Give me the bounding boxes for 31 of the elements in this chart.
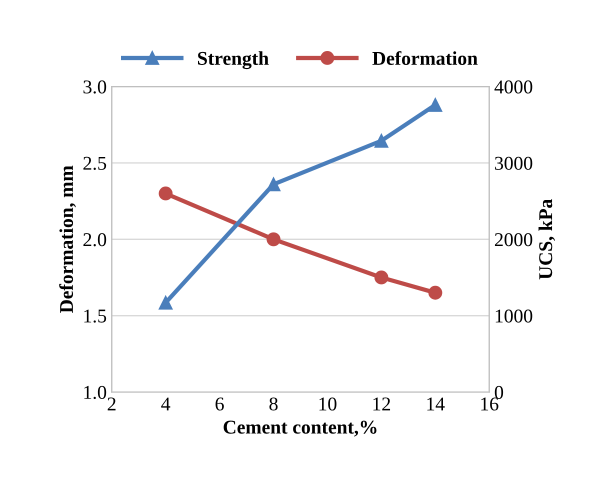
y-tick-label: 1.0 <box>84 386 106 400</box>
point <box>266 232 280 246</box>
x-tick-label: 6 <box>216 397 224 411</box>
point <box>266 177 280 192</box>
y2-tick-label: 2000 <box>494 233 532 246</box>
point <box>428 286 442 300</box>
point <box>158 296 173 310</box>
y-tick-label: 3.0 <box>84 80 106 94</box>
x-tick-label: 10 <box>319 397 336 411</box>
x-tick-label: 8 <box>269 397 278 411</box>
y2-tick-label: 0 <box>494 386 504 399</box>
y-axis-title: Deformation, mm <box>59 166 76 313</box>
legend-label: Strength <box>198 51 269 70</box>
point <box>374 134 388 148</box>
y2-tick-label: 1000 <box>496 309 532 323</box>
y-tick-label: 2.5 <box>83 156 106 170</box>
y2-tick-label: 3000 <box>495 156 532 170</box>
point <box>374 270 388 284</box>
x-tick-label: 16 <box>481 397 498 411</box>
y-tick-label: 1.5 <box>84 310 106 323</box>
x-tick-label: 2 <box>108 397 116 410</box>
x-tick-label: 14 <box>427 398 445 410</box>
y-tick-label: 2.0 <box>83 233 106 246</box>
y2-axis-title: UCS, kPa <box>538 199 556 280</box>
y2-tick-label: 4000 <box>494 80 532 94</box>
x-tick-label: 4 <box>161 398 170 410</box>
point <box>158 186 173 200</box>
legend-label: Deformation <box>372 51 478 65</box>
x-tick-label: 12 <box>373 397 390 410</box>
point <box>428 98 442 112</box>
x-axis-title: Cement content,% <box>224 420 376 437</box>
